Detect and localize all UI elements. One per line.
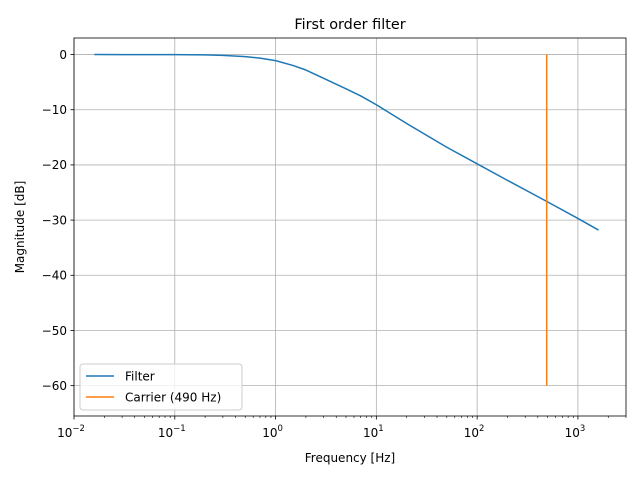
grid xyxy=(73,38,626,416)
y-tick-label: −20 xyxy=(42,158,67,172)
y-tick-label: −10 xyxy=(42,103,67,117)
legend-box xyxy=(79,363,243,411)
plot-area xyxy=(74,38,626,416)
legend-label-carrier: Carrier (490 Hz) xyxy=(125,391,221,405)
y-tick-label: −50 xyxy=(42,324,67,338)
y-tick-label: 0 xyxy=(59,48,67,62)
x-tick-label: 100 xyxy=(262,424,283,440)
series-line-0 xyxy=(94,53,599,231)
x-axis-label: Frequency [Hz] xyxy=(305,451,396,465)
y-tick-label: −30 xyxy=(42,213,67,227)
legend: Filter Carrier (490 Hz) xyxy=(79,363,243,411)
y-tick-label: −60 xyxy=(42,379,67,393)
y-axis-ticks: 0 −10 −20 −30 −40 −50 −60 xyxy=(42,48,74,393)
legend-label-filter: Filter xyxy=(125,370,155,384)
x-tick-label: 103 xyxy=(565,424,586,440)
x-tick-label: 102 xyxy=(464,424,485,440)
x-tick-label: 10−1 xyxy=(158,424,186,440)
y-axis-label: Magnitude [dB] xyxy=(13,181,27,274)
plot-frame xyxy=(73,37,627,417)
chart-title: First order filter xyxy=(294,17,405,33)
x-axis-ticks: 10−2 10−1 100 101 102 103 xyxy=(57,416,627,440)
y-tick-label: −40 xyxy=(42,269,67,283)
x-tick-label: 10−2 xyxy=(57,424,85,440)
x-tick-label: 101 xyxy=(363,424,384,440)
series-layer xyxy=(94,53,599,386)
